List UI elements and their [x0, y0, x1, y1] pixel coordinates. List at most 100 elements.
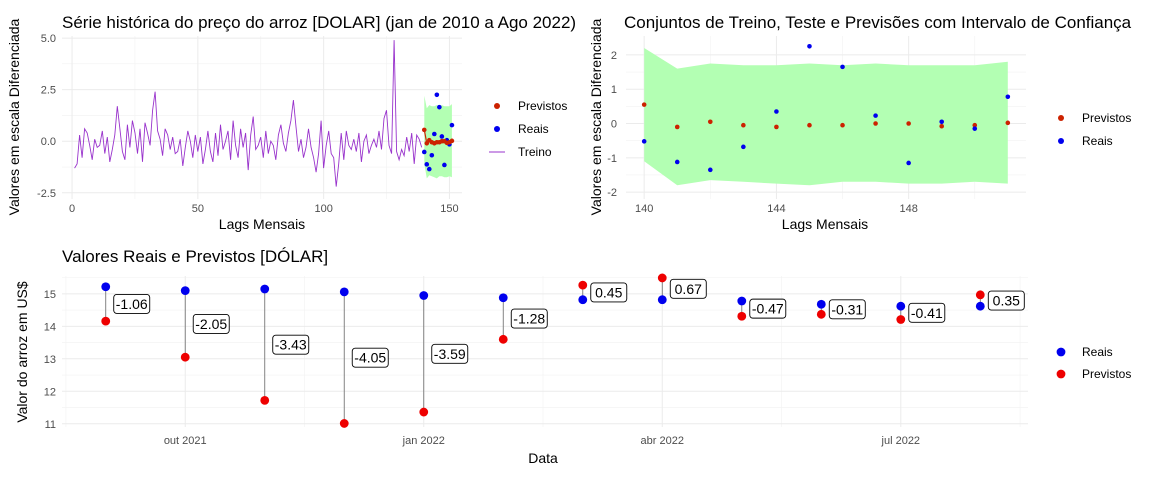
point-previstos: [939, 123, 945, 129]
point-previstos: [816, 309, 826, 319]
point-reais: [737, 296, 747, 306]
y-tick-label: 14: [44, 321, 56, 333]
point-previstos: [260, 395, 270, 405]
x-tick-label: 140: [635, 203, 653, 215]
difference-label: 0.35: [993, 293, 1020, 309]
point-previstos: [421, 127, 427, 133]
point-reais: [426, 166, 432, 172]
tick-labels: 140 144 148 -2 -1 0 1 2: [607, 50, 918, 215]
difference-label-box: [828, 299, 866, 320]
difference-label: -1.28: [513, 311, 545, 327]
point-reais: [442, 162, 447, 168]
y-tick-label: 11: [45, 419, 56, 431]
legend-label: Previstos: [1082, 367, 1131, 381]
point-previstos: [807, 122, 812, 128]
legend: Previstos Reais Treino: [489, 99, 567, 159]
point-previstos: [741, 122, 746, 128]
difference-label-box: [590, 282, 628, 303]
point-reais: [657, 295, 667, 305]
y-axis-label: Valores em escala Diferenciada: [588, 18, 604, 215]
point-previstos: [449, 138, 455, 144]
y-axis-label: Valores em escala Diferenciada: [6, 18, 22, 215]
y-tick-label: 0: [611, 119, 617, 131]
x-tick-label: 150: [440, 203, 458, 215]
point-reais: [975, 301, 985, 311]
panel-train-test-forecast: 140 144 148 -2 -1 0 1 2 Conjuntos de Treino, Te…: [588, 13, 1132, 232]
point-reais: [972, 126, 978, 131]
x-tick-label: 148: [899, 203, 917, 215]
difference-label: -3.43: [275, 337, 307, 353]
x-tick-label: 0: [69, 203, 75, 215]
point-previstos: [180, 352, 190, 362]
point-previstos: [498, 334, 508, 344]
point-previstos: [840, 122, 845, 128]
y-tick-label: 1: [611, 84, 617, 96]
legend-key: [494, 126, 500, 132]
point-previstos: [657, 273, 667, 283]
y-tick-label: 15: [44, 289, 56, 301]
x-tick-label: jan 2022: [402, 435, 445, 447]
difference-label-box: [669, 278, 707, 299]
legend-key: [1058, 115, 1064, 121]
point-reais: [578, 295, 588, 305]
x-tick-label: out 2021: [164, 435, 207, 447]
y-tick-label: 2.5: [41, 85, 56, 97]
legend-key: [1056, 369, 1066, 379]
legend-label: Reais: [518, 122, 549, 136]
x-tick-label: jul 2022: [881, 435, 921, 447]
point-previstos: [641, 102, 647, 107]
x-tick-label: 100: [314, 203, 332, 215]
point-previstos: [707, 119, 713, 125]
difference-label-box: [192, 313, 230, 334]
point-previstos: [424, 140, 430, 146]
difference-label: -1.06: [116, 296, 148, 312]
confidence-band: [424, 95, 452, 179]
legend-label: Previstos: [1082, 111, 1131, 125]
difference-label-box: [351, 347, 389, 368]
point-reais: [437, 104, 442, 110]
legend-key: [1058, 138, 1064, 144]
panel-historic-series: 0 50 100 150 -2.5 0.0 2.5 5.0 Série histórica d…: [6, 13, 576, 232]
y-tick-label: 0.0: [41, 136, 56, 148]
point-previstos: [906, 121, 911, 126]
point-previstos: [873, 121, 878, 126]
difference-label-box: [431, 343, 469, 364]
x-tick-label: 144: [767, 203, 785, 215]
legend: Reais Previstos: [1056, 345, 1131, 381]
point-reais: [449, 122, 455, 128]
difference-label: -4.05: [354, 350, 386, 366]
point-previstos: [339, 419, 349, 428]
panel-real-vs-forecast: -1.06 -2.05 -3.43 -4.05 -3.59 -1.28 0.45 0.67 -0…: [14, 247, 1131, 466]
point-reais: [434, 92, 440, 98]
point-previstos: [774, 124, 779, 130]
y-tick-label: -2.5: [37, 188, 56, 200]
difference-label: -0.47: [752, 301, 784, 317]
point-reais: [741, 144, 746, 150]
point-reais: [774, 109, 779, 114]
point-previstos: [975, 290, 985, 300]
point-reais: [180, 286, 190, 296]
point-reais: [641, 139, 647, 144]
point-reais: [1005, 94, 1011, 100]
point-reais: [424, 162, 430, 167]
legend-label: Treino: [518, 145, 552, 159]
difference-label: -3.59: [434, 346, 466, 362]
y-axis-label: Valor do arroz em US$: [14, 281, 30, 423]
legend-label: Previstos: [518, 99, 567, 113]
point-reais: [419, 291, 429, 300]
point-reais: [939, 119, 945, 125]
difference-label: 0.67: [675, 281, 702, 297]
point-previstos: [578, 280, 588, 290]
point-previstos: [419, 407, 429, 417]
chart-title: Valores Reais e Previstos [DÓLAR]: [62, 247, 328, 266]
point-previstos: [737, 311, 747, 321]
chart-title: Série histórica do preço do arroz [DOLAR…: [62, 13, 576, 32]
point-reais: [432, 131, 437, 137]
difference-label: -0.41: [911, 305, 943, 321]
data-marks: [74, 40, 455, 187]
point-reais: [498, 293, 508, 303]
chart-title: Conjuntos de Treino, Teste e Previsões c…: [624, 13, 1132, 32]
legend-key: [1056, 347, 1066, 357]
y-tick-label: 2: [611, 50, 617, 62]
